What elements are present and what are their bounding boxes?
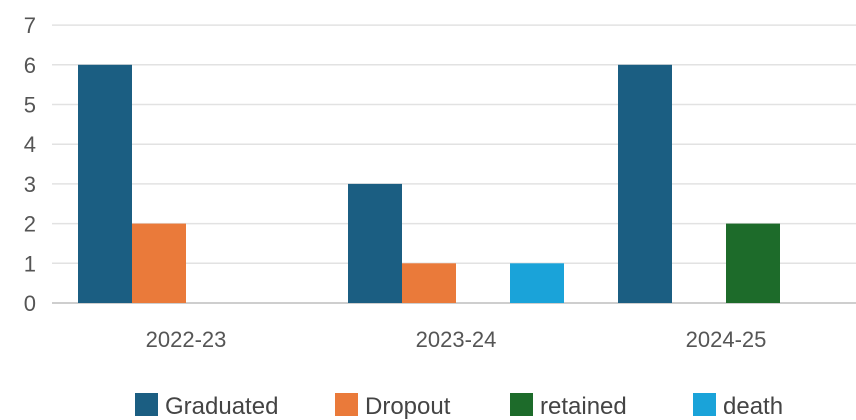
x-tick-label: 2024-25: [686, 327, 767, 352]
legend-swatch-dropout: [335, 393, 358, 416]
legend-label-graduated: Graduated: [165, 393, 278, 420]
bar-death-2023-24: [510, 263, 564, 303]
y-tick-label: 3: [24, 172, 36, 197]
y-tick-label: 4: [24, 132, 36, 157]
y-tick-label: 0: [24, 291, 36, 316]
x-axis-ticks: 2022-23 2023-24 2024-25: [146, 327, 767, 352]
y-tick-label: 6: [24, 53, 36, 78]
legend-swatch-retained: [510, 393, 533, 416]
bars: [78, 64, 780, 303]
legend-swatch-graduated: [135, 393, 158, 416]
bar-retained-2024-25: [726, 223, 780, 303]
bar-dropout-2022-23: [132, 223, 186, 303]
legend-label-death: death: [723, 393, 783, 420]
x-tick-label: 2022-23: [146, 327, 227, 352]
y-tick-label: 7: [24, 13, 36, 38]
bar-graduated-2022-23: [78, 64, 132, 303]
legend-label-dropout: Dropout: [365, 393, 451, 420]
legend-label-retained: retained: [540, 393, 627, 420]
bar-graduated-2024-25: [618, 64, 672, 303]
y-axis-ticks: 0 1 2 3 4 5 6 7: [24, 13, 36, 316]
x-tick-label: 2023-24: [416, 327, 497, 352]
y-tick-label: 2: [24, 212, 36, 237]
bar-dropout-2023-24: [402, 263, 456, 303]
y-tick-label: 1: [24, 251, 36, 276]
bar-graduated-2023-24: [348, 183, 402, 303]
legend: Graduated Dropout retained death: [135, 393, 783, 420]
legend-swatch-death: [693, 393, 716, 416]
y-tick-label: 5: [24, 93, 36, 118]
